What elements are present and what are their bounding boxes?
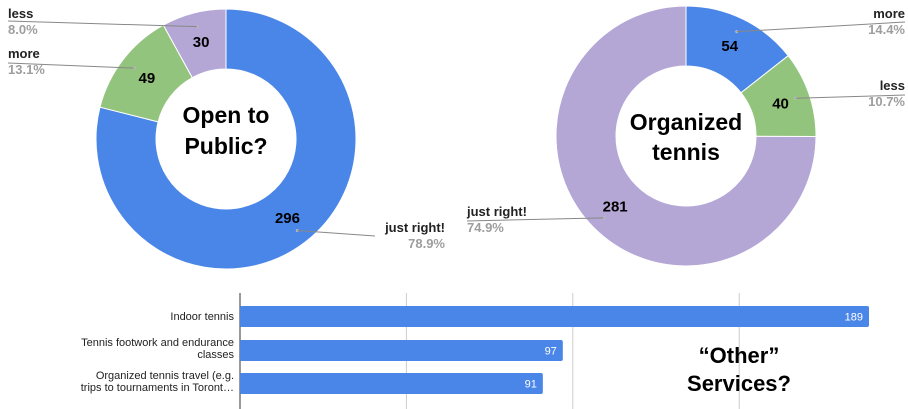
donut-title-line-1: Organized — [630, 109, 742, 135]
bar-category-label: Tennis footwork and endurance — [81, 337, 234, 349]
callout-percent-less: 8.0% — [8, 22, 38, 37]
slice-value-more: 54 — [721, 38, 738, 55]
callout-label-just-right: just right! — [384, 220, 445, 235]
bar-value-label: 189 — [845, 312, 863, 324]
callout-line-more — [7, 62, 135, 69]
bar-value-label: 91 — [525, 379, 537, 391]
bar-chart-other-services: 189 Indoor tennis 97 Tennis footwork and en… — [81, 293, 869, 409]
donut-title-line-2: tennis — [652, 139, 720, 165]
callout-label-less: less — [880, 78, 905, 93]
callout-percent-less: 10.7% — [868, 94, 905, 109]
slice-value-less: 40 — [772, 96, 789, 113]
bar-category-label: Organized tennis travel (e.g. — [96, 370, 234, 382]
callout-label-less: less — [8, 6, 33, 21]
bar-2 — [240, 340, 563, 361]
bar-chart-title-line-2: Services? — [687, 371, 791, 396]
bar-category-label: Indoor tennis — [170, 311, 234, 323]
bar-1 — [240, 306, 869, 327]
bar-value-label: 97 — [545, 346, 557, 358]
callout-line-just-right — [466, 217, 604, 222]
callout-line-less — [7, 20, 198, 28]
bar-3 — [240, 373, 543, 394]
callout-label-just-right: just right! — [466, 204, 527, 219]
callout-label-more: more — [8, 46, 40, 61]
slice-just-right — [555, 5, 817, 267]
callout-line-less — [795, 94, 906, 99]
callout-percent-more: 14.4% — [868, 22, 905, 37]
donut-title-line-2: Public? — [184, 133, 267, 159]
callout-percent-just-right: 78.9% — [408, 236, 445, 251]
bar-category-label: classes — [197, 349, 234, 361]
callout-percent-just-right: 74.9% — [467, 220, 504, 235]
bar-chart-title-line-1: “Other” — [699, 343, 780, 368]
callout-line-more — [736, 21, 906, 33]
slice-value-more: 49 — [139, 70, 156, 87]
donut-title-line-1: Open to — [183, 102, 270, 128]
callout-line-just-right — [297, 230, 376, 237]
callout-label-more: more — [873, 6, 905, 21]
slice-just-right — [95, 8, 357, 270]
callout-percent-more: 13.1% — [8, 62, 45, 77]
slice-value-just-right: 296 — [275, 210, 300, 227]
bar-category-label: trips to tournaments in Toront… — [81, 382, 234, 394]
slice-value-less: 30 — [193, 34, 210, 51]
slice-value-just-right: 281 — [603, 199, 628, 216]
